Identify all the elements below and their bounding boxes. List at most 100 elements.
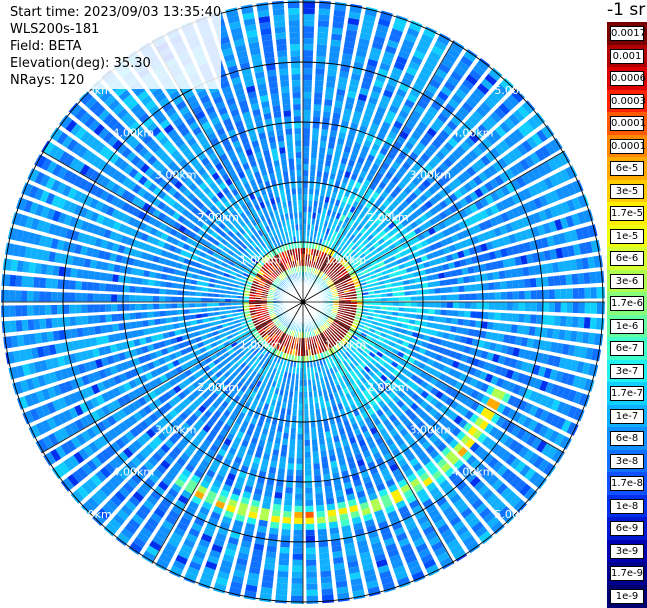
ppi-gate (317, 517, 326, 524)
ppi-gate (283, 511, 292, 518)
ppi-gate (305, 482, 313, 488)
ppi-gate (123, 304, 129, 311)
ppi-gate (330, 527, 340, 534)
ppi-gate (510, 268, 517, 277)
ppi-gate (399, 302, 405, 306)
ppi-gate (45, 305, 51, 315)
ppi-gate (284, 499, 293, 506)
ppi-gate (459, 294, 465, 301)
ppi-gate (315, 481, 323, 488)
ppi-gate (303, 218, 306, 224)
ppi-gate (298, 410, 303, 416)
ppi-gate (495, 302, 501, 310)
ppi-gate (285, 487, 293, 494)
ppi-gate (519, 290, 525, 299)
ppi-gate (494, 312, 501, 320)
ppi-gate (287, 469, 294, 475)
ppi-gate (76, 269, 83, 279)
ppi-gate (494, 281, 501, 289)
ppi-gate (322, 111, 330, 118)
ppi-gate (530, 314, 537, 324)
ppi-gate (303, 44, 313, 50)
ppi-gate (69, 280, 76, 290)
ppi-gate (300, 380, 303, 386)
ppi-gate (312, 116, 320, 123)
ppi-gate (306, 524, 315, 530)
ppi-gate (39, 291, 45, 302)
ppi-gate (463, 319, 470, 326)
ppi-gate (423, 295, 429, 300)
ppi-gate (272, 510, 281, 517)
ppi-gate (57, 305, 63, 315)
ppi-gate (159, 304, 165, 310)
ppi-gate (313, 110, 321, 117)
ppi-gate (393, 302, 399, 306)
ppi-gate (303, 110, 311, 116)
ppi-gate (303, 20, 314, 26)
ppi-gate (299, 404, 303, 410)
ppi-gate (305, 488, 313, 494)
ppi-gate (483, 292, 489, 300)
ppi-gate (295, 482, 303, 488)
ppi-gate (307, 596, 319, 602)
ppi-gate (471, 302, 477, 309)
ppi-gate (136, 278, 143, 285)
ppi-gate (303, 158, 309, 164)
ppi-gate (411, 302, 417, 307)
ppi-gate (513, 291, 519, 300)
ppi-gate (320, 135, 327, 142)
ppi-gate (303, 128, 310, 134)
ppi-gate (71, 329, 78, 339)
ppi-gate (504, 269, 511, 278)
ppi-gate (123, 285, 130, 293)
ppi-gate (75, 293, 81, 302)
ppi-gate (329, 521, 339, 528)
ppi-gate (271, 516, 281, 523)
ppi-gate (63, 305, 69, 315)
ppi-gate (590, 317, 597, 329)
ppi-gate (46, 318, 53, 329)
ppi-gate (293, 548, 303, 554)
ppi-gate (280, 547, 290, 554)
ppi-gate (321, 576, 333, 583)
ppi-gate (318, 529, 328, 536)
ppi-gate (45, 278, 52, 289)
ppi-gate (81, 316, 88, 325)
ppi-gate (201, 298, 207, 302)
ppi-gate (310, 164, 316, 170)
ppi-gate (83, 327, 90, 337)
ppi-gate (99, 294, 105, 302)
ppi-gate (93, 304, 99, 313)
ppi-gate (303, 32, 314, 38)
ppi-gate (297, 452, 303, 458)
ppi-gate (306, 566, 317, 572)
ppi-gate (296, 458, 303, 464)
ppi-gate (290, 439, 296, 445)
ppi-gate (135, 295, 141, 302)
ppi-gate (117, 314, 124, 322)
ppi-gate (106, 324, 113, 333)
ppi-gate (483, 302, 489, 310)
ppi-gate (423, 302, 429, 307)
ppi-gate (153, 304, 159, 310)
ppi-gate (315, 487, 323, 494)
ppi-gate (447, 302, 453, 308)
ppi-gate (306, 560, 317, 566)
ppi-gate (294, 530, 303, 536)
ppi-gate (579, 302, 585, 313)
ppi-gate (428, 309, 434, 315)
ppi-gate (524, 278, 531, 288)
ppi-gate (313, 463, 320, 470)
ppi-gate (434, 309, 440, 315)
ppi-gate (52, 318, 59, 329)
ppi-gate (305, 464, 312, 470)
ppi-gate (465, 302, 471, 309)
ppi-gate (543, 302, 549, 312)
ppi-gate (318, 14, 330, 21)
ppi-gate (177, 297, 183, 302)
ppi-gate (21, 305, 27, 316)
ppi-gate (177, 290, 183, 295)
ppi-gate (69, 317, 76, 327)
ppi-gate (314, 475, 322, 482)
ppi-gate (315, 68, 325, 75)
